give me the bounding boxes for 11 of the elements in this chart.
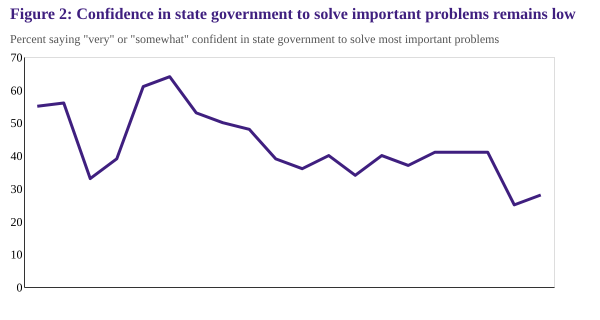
- y-tick-label: 20: [10, 214, 22, 229]
- y-tick-label: 0: [16, 280, 22, 294]
- y-tick-label: 60: [10, 83, 22, 98]
- y-tick-label: 40: [10, 149, 22, 164]
- y-tick-label: 50: [10, 116, 22, 130]
- line-series: [36, 75, 542, 206]
- y-tick-label: 70: [10, 50, 22, 64]
- y-tick-label: 10: [10, 248, 22, 262]
- chart-title: Figure 2: Confidence in state government to solve important problems remains low: [10, 6, 576, 23]
- y-tick-label: 30: [10, 182, 22, 196]
- chart-subtitle: Percent saying "very" or "somewhat" confident in state government to solve most important problems: [10, 32, 500, 46]
